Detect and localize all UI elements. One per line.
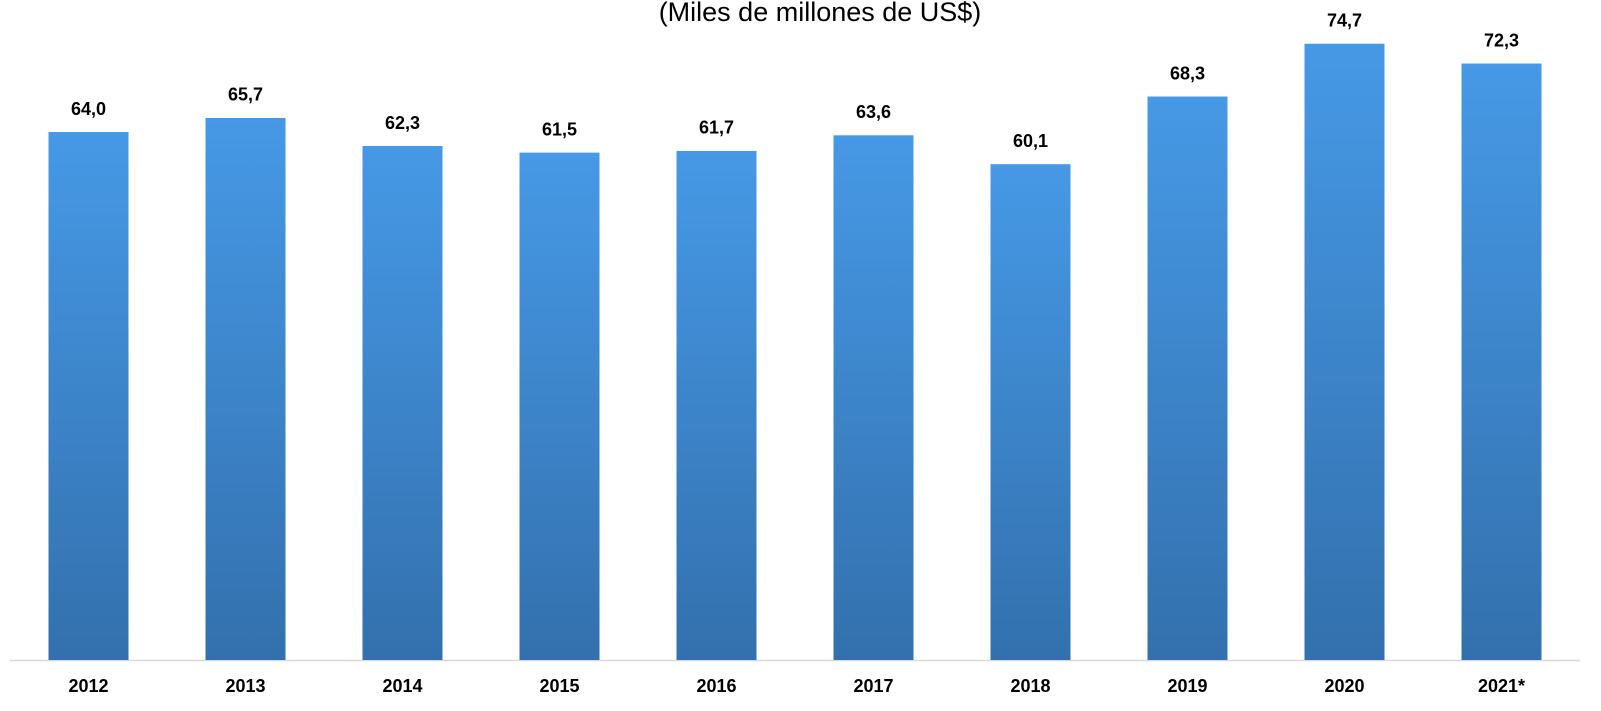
data-label: 68,3 <box>1170 63 1205 83</box>
data-label: 63,6 <box>856 102 891 122</box>
chart-title: (Miles de millones de US$) <box>659 0 982 27</box>
bar <box>990 164 1071 661</box>
x-tick-label: 2017 <box>853 676 893 696</box>
data-label: 72,3 <box>1484 30 1519 50</box>
data-label: 65,7 <box>228 85 263 105</box>
x-tick-label: 2013 <box>225 676 265 696</box>
x-tick-label: 2018 <box>1010 676 1050 696</box>
bar <box>676 150 757 660</box>
x-tick-label: 2019 <box>1167 676 1207 696</box>
bar <box>1461 63 1542 660</box>
x-tick-label: 2014 <box>382 676 422 696</box>
x-tick-label: 2015 <box>539 676 579 696</box>
bar <box>1147 96 1228 660</box>
bar <box>205 117 286 661</box>
data-label: 74,7 <box>1327 10 1362 30</box>
data-label: 60,1 <box>1013 131 1048 151</box>
x-tick-label: 2016 <box>696 676 736 696</box>
bar <box>362 146 443 660</box>
bar <box>519 152 600 660</box>
data-label: 64,0 <box>71 99 106 119</box>
bar <box>48 132 129 660</box>
data-label: 61,5 <box>542 119 577 139</box>
data-label: 62,3 <box>385 113 420 133</box>
x-tick-label: 2012 <box>68 676 108 696</box>
x-tick-label: 2020 <box>1324 676 1364 696</box>
x-tick-label: 2021* <box>1478 676 1525 696</box>
bar <box>1304 43 1385 661</box>
data-label: 61,7 <box>699 118 734 138</box>
bar <box>833 135 914 661</box>
